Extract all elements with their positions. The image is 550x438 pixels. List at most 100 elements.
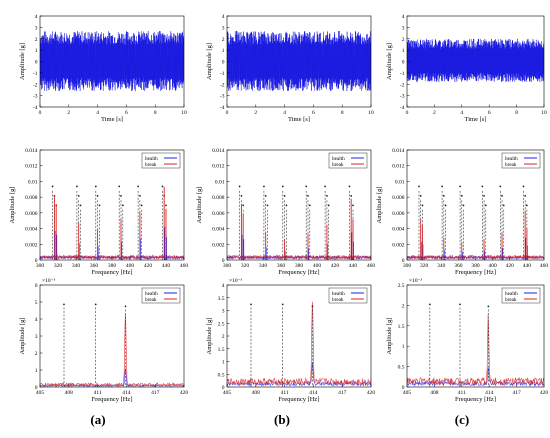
series-line-break xyxy=(40,254,184,260)
y-tick-label: -4 xyxy=(220,105,225,111)
marker-glyph: ● xyxy=(51,184,54,189)
x-tick-label: 10 xyxy=(368,110,374,116)
x-tick-label: 420 xyxy=(367,390,376,396)
x-tick-label: 300 xyxy=(403,263,412,269)
x-axis-label: Frequency [Hz] xyxy=(279,269,320,276)
y-axis-label: Amplitude [g] xyxy=(386,317,393,354)
y-tick-label: -3 xyxy=(33,94,38,100)
x-tick-label: 414 xyxy=(485,390,494,396)
x-axis-label: Frequency [Hz] xyxy=(455,269,496,276)
y-tick-label: 4 xyxy=(402,14,405,20)
y-tick-label: 4 xyxy=(35,14,38,20)
data-layer: ● ● ● xyxy=(407,301,544,387)
y-tick-label: 0 xyxy=(35,258,38,264)
y-axis-label: Amplitude [g] xyxy=(196,186,203,223)
x-tick-label: 8 xyxy=(154,110,157,116)
data-layer: ●●●●●●●●●●●●●●●●●● xyxy=(40,184,184,260)
y-axis-label: Amplitude [g] xyxy=(376,186,383,223)
marker-glyph: ● xyxy=(77,193,80,198)
series-line-signal xyxy=(407,38,544,83)
y-tick-label: 3.5 xyxy=(218,296,225,302)
x-tick-label: 420 xyxy=(180,390,189,396)
y-tick-label: 0.012 xyxy=(25,164,38,170)
marker-glyph: ● xyxy=(429,301,432,306)
marker-glyph: ● xyxy=(459,184,462,189)
marker-glyph: ● xyxy=(282,184,285,189)
marker-glyph: ● xyxy=(441,184,444,189)
x-tick-label: 2 xyxy=(67,110,70,116)
legend-label-health: health xyxy=(145,291,158,297)
legend-label-health: health xyxy=(332,156,345,162)
y-tick-label: 0.012 xyxy=(212,164,225,170)
data-layer: ● ● ● xyxy=(40,301,184,387)
marker-glyph: ● xyxy=(421,203,424,208)
marker-glyph: ● xyxy=(305,184,308,189)
marker-glyph: ● xyxy=(307,193,310,198)
x-tick-label: 400 xyxy=(126,263,135,269)
y-tick-label: 0.004 xyxy=(392,227,405,233)
y-tick-label: 0 xyxy=(402,60,405,66)
plot-area xyxy=(407,150,544,260)
y-tick-label: 1.5 xyxy=(218,347,225,353)
x-tick-label: 0 xyxy=(226,110,229,116)
y-axis-label: Amplitude [g] xyxy=(19,43,26,80)
chart-spectrum-c: ● ● ● ● ● ● ● ● ● ● ● ● ● ● ● ● ● ● 300 320 340 360 380 400 420 4… xyxy=(376,148,548,276)
marker-glyph: ● xyxy=(526,203,529,208)
marker-glyph: ● xyxy=(96,193,99,198)
marker-glyph: ● xyxy=(309,203,312,208)
marker-glyph: ● xyxy=(281,301,284,306)
y-tick-label: -2 xyxy=(400,82,405,88)
x-axis-label: Time [s] xyxy=(101,116,123,123)
x-tick-label: 340 xyxy=(72,263,81,269)
y-tick-label: 4 xyxy=(35,317,38,323)
x-tick-label: 405 xyxy=(403,390,412,396)
marker-glyph: ● xyxy=(352,203,355,208)
marker-glyph: ● xyxy=(462,203,465,208)
x-axis-label: Frequency [Hz] xyxy=(92,269,133,276)
y-axis-label: Amplitude [g] xyxy=(206,317,213,354)
x-tick-label: 460 xyxy=(180,263,189,269)
marker-glyph: ● xyxy=(311,303,314,308)
y-tick-label: -1 xyxy=(220,71,225,77)
marker-glyph: ● xyxy=(266,203,269,208)
marker-glyph: ● xyxy=(499,184,502,189)
x-tick-label: 417 xyxy=(338,390,347,396)
x-tick-label: 2 xyxy=(433,110,436,116)
marker-glyph: ● xyxy=(481,184,484,189)
y-tick-label: 0.008 xyxy=(392,195,405,201)
marker-glyph: ● xyxy=(161,184,164,189)
x-tick-label: 405 xyxy=(223,390,232,396)
y-tick-label: 2 xyxy=(35,37,38,43)
y-tick-label: 0.006 xyxy=(392,211,405,217)
y-exponent-label: ×10⁻³ xyxy=(229,278,243,284)
marker-glyph: ● xyxy=(327,203,330,208)
caption-c: (c) xyxy=(454,412,470,427)
data-layer: ●●●●●●●●●●●●●●●●●● xyxy=(227,184,371,260)
marker-glyph: ● xyxy=(522,184,525,189)
legend-label-health: health xyxy=(145,156,158,162)
x-tick-label: 340 xyxy=(437,263,446,269)
y-tick-label: 0.014 xyxy=(212,148,225,154)
y-tick-label: 3 xyxy=(35,25,38,31)
legend-label-break: break xyxy=(505,162,517,168)
marker-glyph: ● xyxy=(63,301,66,306)
marker-glyph: ● xyxy=(348,184,351,189)
marker-glyph: ● xyxy=(238,184,241,189)
marker-glyph: ● xyxy=(263,184,266,189)
x-tick-label: 320 xyxy=(54,263,63,269)
x-tick-label: 300 xyxy=(223,263,232,269)
x-tick-label: 411 xyxy=(94,390,102,396)
x-tick-label: 405 xyxy=(36,390,45,396)
marker-glyph: ● xyxy=(483,193,486,198)
x-axis-label: Time [s] xyxy=(288,116,310,123)
x-tick-label: 411 xyxy=(281,390,289,396)
marker-glyph: ● xyxy=(165,203,168,208)
y-tick-label: 0 xyxy=(35,60,38,66)
marker-glyph: ● xyxy=(443,193,446,198)
